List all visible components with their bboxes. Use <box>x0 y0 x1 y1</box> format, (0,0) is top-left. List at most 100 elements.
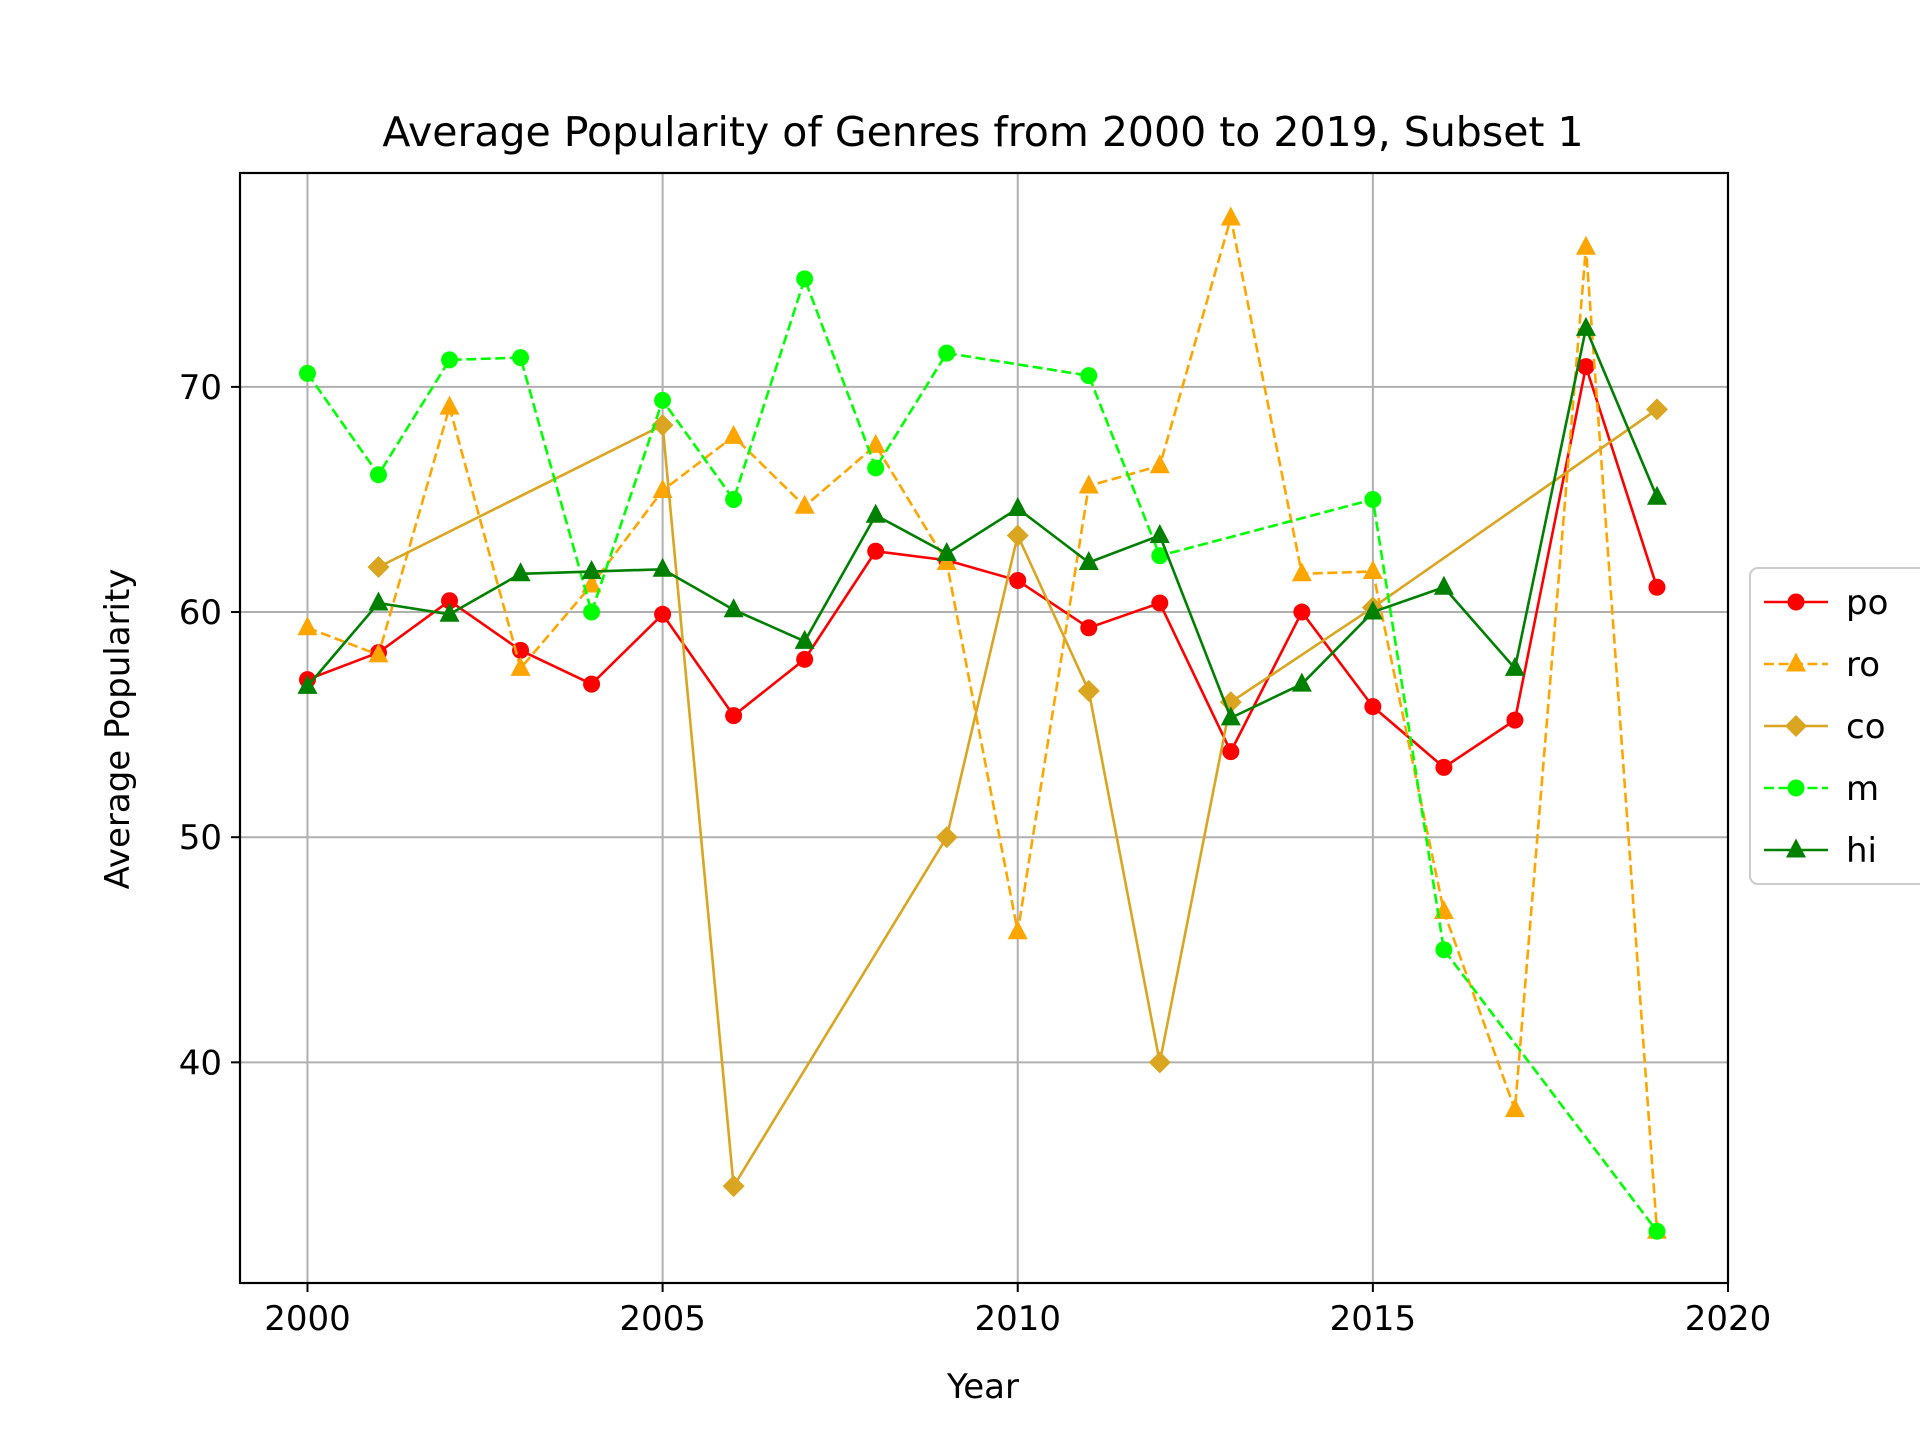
data-point <box>441 592 459 610</box>
data-point <box>1222 743 1240 761</box>
x-tick-label: 2010 <box>974 1299 1061 1339</box>
x-tick-label: 2005 <box>619 1299 706 1339</box>
data-point <box>510 562 531 582</box>
data-point <box>794 629 815 649</box>
data-point <box>1077 679 1100 702</box>
data-point <box>865 503 886 523</box>
y-tick-label: 50 <box>179 818 222 858</box>
series-line <box>377 408 1658 1188</box>
data-point <box>1648 578 1666 596</box>
x-tick-label: 2000 <box>264 1299 351 1339</box>
data-point <box>1293 603 1311 621</box>
data-point <box>794 494 815 514</box>
data-point <box>1078 551 1099 571</box>
data-point <box>1435 941 1453 959</box>
data-point <box>297 616 318 636</box>
data-point <box>935 826 958 849</box>
data-point <box>725 490 743 508</box>
data-point <box>723 598 744 618</box>
data-point <box>1504 656 1525 676</box>
data-point <box>725 707 743 725</box>
data-point <box>1577 358 1595 376</box>
data-point <box>1291 562 1312 582</box>
data-point <box>654 391 672 409</box>
data-point <box>654 605 672 623</box>
series-hi <box>297 316 1667 726</box>
data-point <box>1080 367 1098 385</box>
data-point <box>583 603 601 621</box>
data-point <box>722 1175 745 1198</box>
legend-marker <box>1787 593 1805 611</box>
data-point <box>370 466 388 484</box>
data-point <box>510 656 531 676</box>
legend-label: po <box>1846 583 1888 623</box>
data-point <box>1362 560 1383 580</box>
data-point <box>439 602 460 622</box>
data-point <box>1362 600 1383 620</box>
data-point <box>723 424 744 444</box>
data-point <box>581 560 602 580</box>
legend-label: co <box>1846 707 1886 747</box>
data-point <box>1291 672 1312 692</box>
legend-entry: po <box>1764 583 1888 623</box>
x-axis: 2000 2005 2010 2015 2020 <box>264 1283 1771 1339</box>
data-point <box>297 674 318 694</box>
data-point <box>936 542 957 562</box>
legend-entry: hi <box>1764 831 1877 871</box>
series-line <box>306 327 1659 720</box>
data-point <box>1149 523 1170 543</box>
data-point <box>1220 206 1241 226</box>
legend-label: hi <box>1846 831 1877 871</box>
x-tick-label: 2015 <box>1330 1299 1417 1339</box>
data-point <box>1433 575 1454 595</box>
legend-label: ro <box>1846 645 1880 685</box>
legend: po ro co m hi <box>1749 567 1920 885</box>
y-axis: 40 50 60 70 <box>179 368 240 1083</box>
legend-marker <box>1786 652 1806 672</box>
data-point <box>1220 706 1241 726</box>
series-ro <box>297 206 1667 1239</box>
data-point <box>439 395 460 415</box>
data-point <box>1219 691 1242 714</box>
legend-entry: ro <box>1764 645 1880 685</box>
legend-frame <box>1749 567 1920 885</box>
data-point <box>1506 711 1524 729</box>
data-point <box>1151 547 1169 565</box>
data-point <box>1648 1222 1666 1240</box>
data-point <box>652 478 673 498</box>
y-tick-label: 40 <box>179 1043 222 1083</box>
data-point <box>867 459 885 477</box>
data-point <box>651 414 674 437</box>
legend-entry: co <box>1764 707 1886 747</box>
data-point <box>512 349 530 367</box>
data-point <box>441 351 459 369</box>
data-point <box>867 542 885 560</box>
data-point <box>1435 758 1453 776</box>
legend-entry: m <box>1764 769 1879 809</box>
data-point <box>938 344 956 362</box>
x-tick-label: 2020 <box>1685 1299 1772 1339</box>
data-point <box>1080 619 1098 637</box>
data-point <box>1364 698 1382 716</box>
y-axis-label: Average Popularity <box>98 569 138 890</box>
legend-label: m <box>1846 769 1879 809</box>
data-point <box>796 650 814 668</box>
data-point <box>1006 524 1029 547</box>
data-point <box>652 557 673 577</box>
data-point <box>1364 490 1382 508</box>
legend-marker <box>1785 715 1807 737</box>
data-point <box>367 556 390 579</box>
data-point <box>583 675 601 693</box>
data-point <box>1009 572 1027 590</box>
data-point <box>1007 496 1028 516</box>
plot-area-frame <box>238 171 1730 1285</box>
series-layer <box>297 206 1668 1240</box>
series-co <box>367 398 1668 1198</box>
data-point <box>298 364 316 382</box>
data-point <box>368 643 389 663</box>
data-point <box>581 573 602 593</box>
series-line <box>307 216 1659 1232</box>
data-point <box>796 270 814 288</box>
